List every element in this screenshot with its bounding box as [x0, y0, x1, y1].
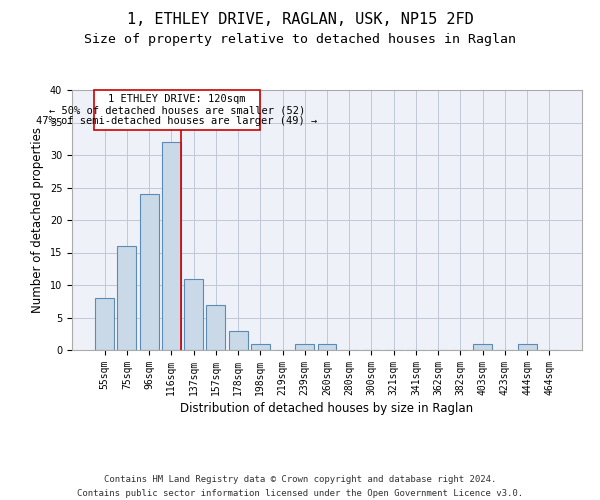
Bar — [140, 194, 158, 350]
Bar — [95, 298, 114, 350]
Text: ← 50% of detached houses are smaller (52): ← 50% of detached houses are smaller (52… — [49, 105, 305, 115]
Bar — [118, 246, 136, 350]
Text: 1, ETHLEY DRIVE, RAGLAN, USK, NP15 2FD: 1, ETHLEY DRIVE, RAGLAN, USK, NP15 2FD — [127, 12, 473, 28]
Bar — [317, 344, 337, 350]
Bar — [473, 344, 492, 350]
Text: Contains HM Land Registry data © Crown copyright and database right 2024.
Contai: Contains HM Land Registry data © Crown c… — [77, 476, 523, 498]
Bar — [229, 330, 248, 350]
Bar — [206, 304, 225, 350]
Text: 1 ETHLEY DRIVE: 120sqm: 1 ETHLEY DRIVE: 120sqm — [108, 94, 245, 104]
FancyBboxPatch shape — [94, 90, 260, 130]
X-axis label: Distribution of detached houses by size in Raglan: Distribution of detached houses by size … — [181, 402, 473, 415]
Bar — [295, 344, 314, 350]
Bar — [518, 344, 536, 350]
Bar — [184, 278, 203, 350]
Y-axis label: Number of detached properties: Number of detached properties — [31, 127, 44, 313]
Text: 47% of semi-detached houses are larger (49) →: 47% of semi-detached houses are larger (… — [36, 116, 317, 126]
Bar — [162, 142, 181, 350]
Text: Size of property relative to detached houses in Raglan: Size of property relative to detached ho… — [84, 32, 516, 46]
Bar — [251, 344, 270, 350]
